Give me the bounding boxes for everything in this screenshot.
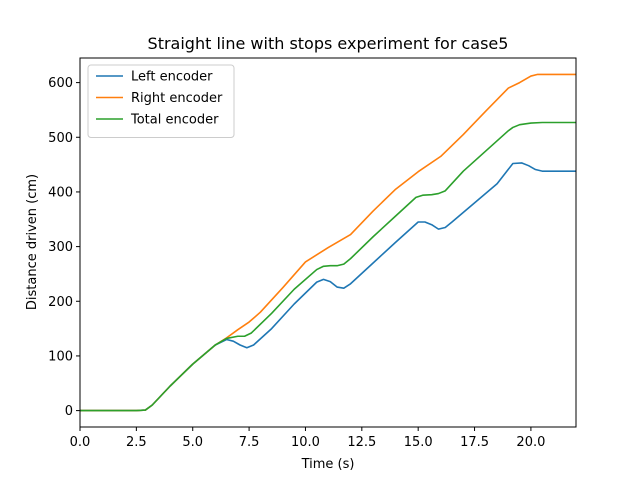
x-tick-label: 7.5	[239, 435, 260, 450]
ticks: 0.0 2.5 5.0 7.5 10.0 12.5 15.0 17.5 20.0 0 100 200 3…	[48, 76, 545, 450]
x-tick-label: 20.0	[516, 435, 545, 450]
chart-title: Straight line with stops experiment for …	[148, 34, 509, 53]
x-tick-label: 5.0	[182, 435, 203, 450]
x-tick-label: 0.0	[70, 435, 91, 450]
y-tick-label: 400	[48, 185, 73, 200]
legend-label: Total encoder	[130, 113, 219, 128]
y-tick-label: 500	[48, 131, 73, 146]
x-tick-label: 2.5	[126, 435, 147, 450]
x-axis-label: Time (s)	[301, 457, 355, 472]
x-tick-label: 10.0	[291, 435, 320, 450]
y-axis-label: Distance driven (cm)	[25, 174, 40, 310]
x-tick-label: 12.5	[347, 435, 376, 450]
y-tick-label: 0	[65, 404, 73, 419]
series-line-total-encoder	[80, 121, 576, 412]
plot-frame	[79, 57, 577, 428]
x-tick-label: 17.5	[460, 435, 489, 450]
legend-label: Right encoder	[131, 91, 223, 106]
x-tick-label: 15.0	[404, 435, 433, 450]
y-tick-label: 600	[48, 76, 73, 91]
legend-label: Left encoder	[131, 70, 213, 85]
y-tick-label: 100	[48, 349, 73, 364]
y-tick-label: 200	[48, 295, 73, 310]
y-tick-label: 300	[48, 240, 73, 255]
legend-box	[87, 64, 235, 138]
series-layer	[80, 73, 576, 412]
legend: Left encoder Right encoder Total encoder	[87, 64, 235, 138]
